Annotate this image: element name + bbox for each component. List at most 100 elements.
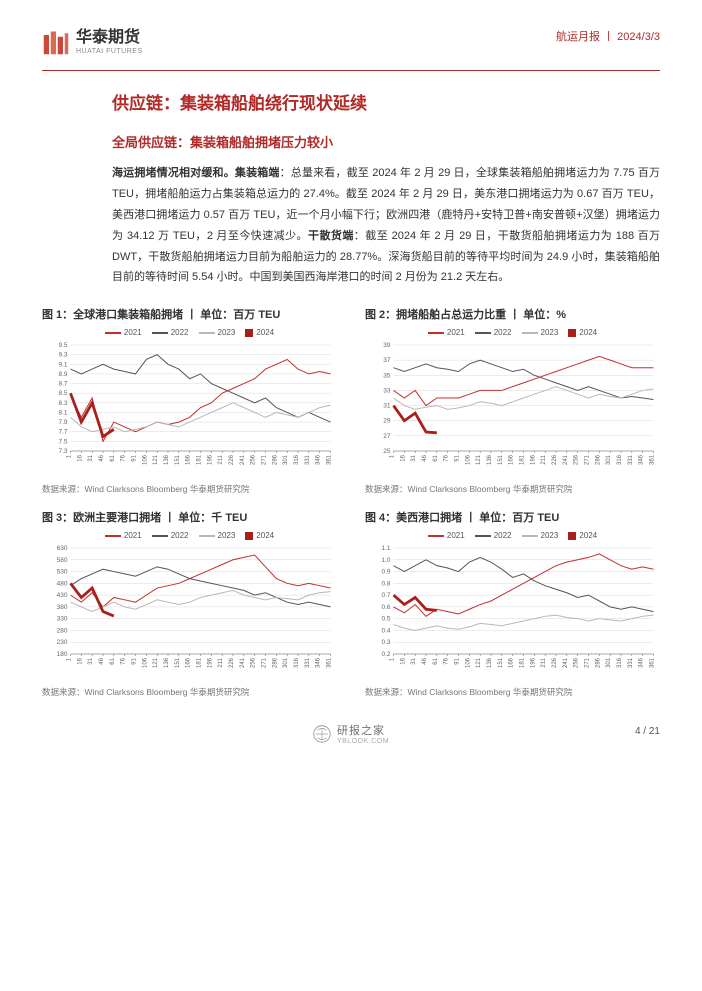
svg-text:8.5: 8.5 (58, 391, 67, 398)
svg-text:196: 196 (207, 455, 213, 466)
svg-text:286: 286 (272, 455, 278, 466)
watermark-text: 研报之家 (337, 722, 389, 738)
legend-swatch (199, 535, 215, 537)
svg-text:330: 330 (57, 616, 68, 623)
svg-text:151: 151 (498, 658, 504, 669)
svg-text:316: 316 (294, 455, 300, 466)
legend-swatch (568, 329, 576, 337)
svg-text:106: 106 (142, 658, 148, 669)
legend-label: 2022 (494, 328, 512, 337)
svg-text:91: 91 (132, 658, 138, 665)
svg-text:76: 76 (121, 455, 127, 462)
legend-item: 2024 (245, 328, 274, 337)
svg-text:331: 331 (628, 658, 634, 669)
brand-logo: 华泰期货 HUATAI FUTURES (42, 28, 143, 56)
svg-text:196: 196 (530, 658, 536, 669)
svg-text:196: 196 (207, 658, 213, 669)
svg-text:361: 361 (650, 455, 656, 466)
svg-text:361: 361 (327, 658, 333, 669)
chart-block: 图 4：美西港口拥堵 丨 单位：百万 TEU 2021202220232024 0.… (365, 509, 660, 698)
legend-label: 2022 (171, 328, 189, 337)
svg-text:151: 151 (175, 658, 181, 669)
logo-icon (42, 28, 70, 56)
chart-title: 图 1：全球港口集装箱船拥堵 丨 单位：百万 TEU (42, 306, 337, 322)
svg-text:8.3: 8.3 (58, 400, 67, 407)
heading-1: 供应链：集装箱船舶绕行现状延续 (112, 89, 660, 114)
legend-item: 2022 (152, 328, 189, 337)
legend-label: 2024 (579, 328, 597, 337)
svg-text:256: 256 (574, 455, 580, 466)
svg-text:256: 256 (251, 658, 257, 669)
svg-text:46: 46 (422, 455, 428, 462)
svg-text:286: 286 (272, 658, 278, 669)
svg-text:316: 316 (617, 658, 623, 669)
chart-legend: 2021202220232024 (365, 531, 660, 540)
svg-text:301: 301 (283, 658, 289, 669)
svg-text:31: 31 (383, 403, 391, 410)
svg-text:346: 346 (316, 455, 322, 466)
brand-name-en: HUATAI FUTURES (76, 48, 143, 55)
legend-swatch (105, 535, 121, 537)
svg-text:121: 121 (153, 658, 159, 669)
svg-text:76: 76 (121, 658, 127, 665)
legend-item: 2023 (199, 328, 236, 337)
heading-2: 全局供应链：集装箱船舶拥堵压力较小 (112, 132, 660, 151)
svg-text:31: 31 (411, 455, 417, 462)
legend-label: 2024 (256, 531, 274, 540)
chart-source: 数据来源：Wind Clarksons Bloomberg 华泰期货研究院 (42, 686, 337, 698)
svg-text:29: 29 (383, 418, 391, 425)
svg-text:151: 151 (498, 455, 504, 466)
svg-text:241: 241 (240, 658, 246, 669)
report-date: 2024/3/3 (617, 31, 660, 43)
legend-label: 2023 (218, 531, 236, 540)
svg-text:151: 151 (175, 455, 181, 466)
svg-text:7.9: 7.9 (58, 419, 67, 426)
page-header: 华泰期货 HUATAI FUTURES 航运月报 丨 2024/3/3 (42, 28, 660, 56)
svg-text:136: 136 (164, 658, 170, 669)
svg-text:0.6: 0.6 (381, 604, 390, 611)
watermark-icon (313, 725, 331, 743)
chart-source: 数据来源：Wind Clarksons Bloomberg 华泰期货研究院 (365, 483, 660, 495)
legend-item: 2021 (105, 531, 142, 540)
chart-svg: 2527293133353739116314661769110612113615… (365, 339, 660, 479)
legend-label: 2024 (256, 328, 274, 337)
svg-text:91: 91 (455, 455, 461, 462)
svg-text:271: 271 (585, 455, 591, 466)
svg-text:181: 181 (520, 658, 526, 669)
svg-text:211: 211 (541, 455, 547, 465)
chart-title: 图 3：欧洲主要港口拥堵 丨 单位：千 TEU (42, 509, 337, 525)
svg-text:316: 316 (294, 658, 300, 669)
svg-text:196: 196 (530, 455, 536, 466)
svg-text:76: 76 (444, 658, 450, 665)
legend-label: 2023 (541, 531, 559, 540)
svg-text:31: 31 (411, 658, 417, 665)
chart-title: 图 2：拥堵船舶占总运力比重 丨 单位：% (365, 306, 660, 322)
svg-text:580: 580 (57, 557, 68, 564)
svg-text:91: 91 (455, 658, 461, 665)
svg-text:230: 230 (57, 640, 68, 647)
svg-text:1.0: 1.0 (381, 557, 390, 564)
legend-item: 2021 (428, 531, 465, 540)
svg-text:181: 181 (197, 658, 203, 669)
chart-title: 图 4：美西港口拥堵 丨 单位：百万 TEU (365, 509, 660, 525)
svg-text:211: 211 (218, 658, 224, 668)
chart-legend: 2021202220232024 (365, 328, 660, 337)
legend-item: 2022 (475, 328, 512, 337)
svg-text:0.2: 0.2 (381, 651, 390, 658)
svg-text:226: 226 (552, 658, 558, 669)
svg-text:241: 241 (240, 455, 246, 466)
svg-text:316: 316 (617, 455, 623, 466)
legend-item: 2023 (522, 531, 559, 540)
charts-grid: 图 1：全球港口集装箱船拥堵 丨 单位：百万 TEU20212022202320… (42, 306, 660, 698)
svg-text:181: 181 (197, 455, 203, 466)
legend-swatch (475, 332, 491, 334)
svg-text:0.7: 0.7 (381, 592, 390, 599)
svg-text:361: 361 (327, 455, 333, 466)
watermark-sub: YBLOOK.COM (337, 738, 389, 745)
svg-text:0.3: 0.3 (381, 640, 390, 647)
svg-text:9.1: 9.1 (58, 362, 67, 369)
svg-text:166: 166 (509, 658, 515, 669)
chart-svg: 7.37.57.77.98.18.38.58.78.99.19.39.51163… (42, 339, 337, 479)
svg-text:8.9: 8.9 (58, 371, 67, 378)
svg-text:271: 271 (262, 658, 268, 669)
